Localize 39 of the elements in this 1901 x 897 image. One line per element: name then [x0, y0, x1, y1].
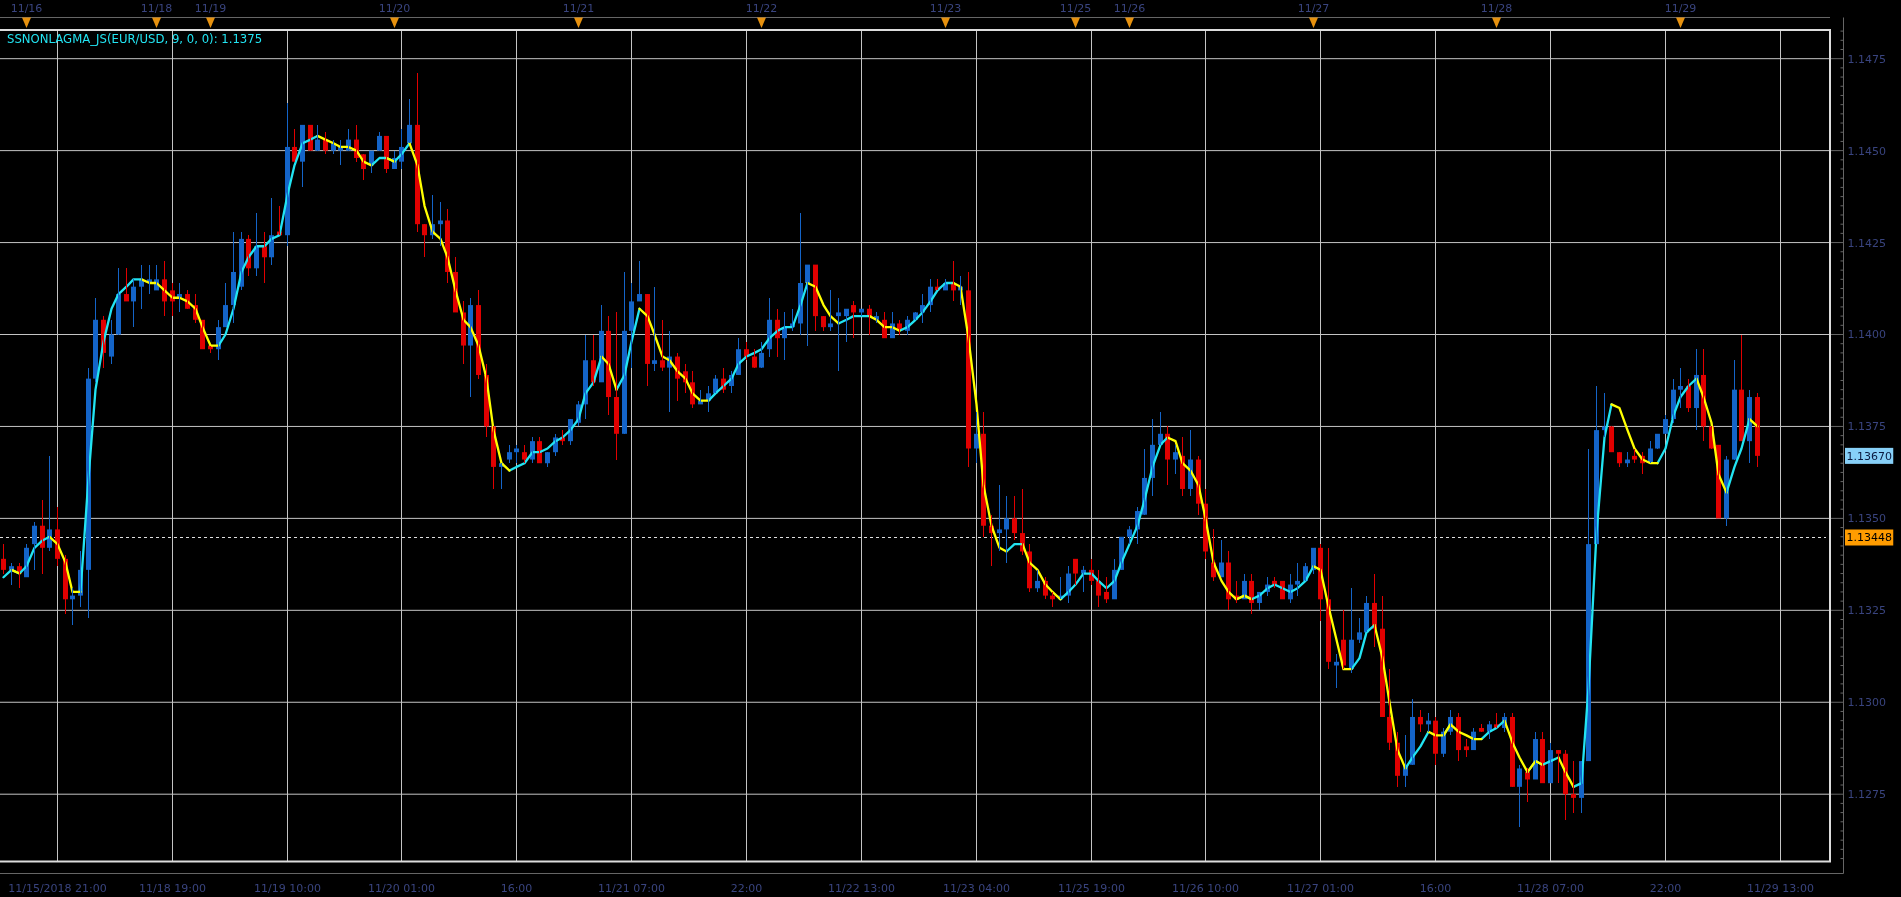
category-label: 11/28: [1480, 1, 1513, 15]
y-tick-label: 1.1425: [1847, 236, 1886, 250]
category-label: 11/22: [745, 1, 778, 15]
y-tick-label: 1.1275: [1847, 788, 1886, 802]
category-label: 11/27: [1297, 1, 1330, 15]
x-tick-label: 11/27 01:00: [1287, 882, 1354, 895]
y-tick-label: 1.1325: [1847, 604, 1886, 618]
category-label: 11/19: [194, 1, 227, 15]
x-tick-label: 11/28 07:00: [1517, 882, 1584, 895]
category-label: 11/18: [140, 1, 173, 15]
x-tick-label: 11/22 13:00: [828, 882, 895, 895]
category-label: 11/25: [1059, 1, 1092, 15]
x-tick-label: 11/29 13:00: [1747, 882, 1814, 895]
category-label: 11/23: [929, 1, 962, 15]
x-tick-label: 11/18 19:00: [139, 882, 206, 895]
y-tick-label: 1.1300: [1847, 696, 1886, 710]
candlestick: [1655, 433, 1660, 450]
x-tick-label: 11/26 10:00: [1172, 882, 1239, 895]
category-label: 11/29: [1664, 1, 1697, 15]
category-label: 11/20: [378, 1, 411, 15]
category-label: 11/26: [1113, 1, 1146, 15]
y-tick-label: 1.1450: [1847, 144, 1886, 158]
x-tick-label: 11/23 04:00: [943, 882, 1010, 895]
category-label: 11/16: [10, 1, 43, 15]
x-tick-label: 11/20 01:00: [368, 882, 435, 895]
category-label: 11/21: [562, 1, 595, 15]
candlestick: [1280, 580, 1285, 600]
x-tick-label: 16:00: [500, 882, 533, 895]
x-tick-label: 11/21 07:00: [598, 882, 665, 895]
x-tick-label: 11/25 19:00: [1058, 882, 1125, 895]
y-tick-label: 1.1475: [1847, 52, 1886, 66]
y-tick-label: 1.1400: [1847, 328, 1886, 342]
x-tick-label: 22:00: [1649, 882, 1682, 895]
y-tick-label: 1.1350: [1847, 512, 1886, 526]
x-tick-label: 16:00: [1419, 882, 1452, 895]
y-tick-label: 1.1375: [1847, 420, 1886, 434]
x-tick-label: 11/15/2018 21:00: [8, 882, 107, 895]
x-tick-label: 11/19 10:00: [254, 882, 321, 895]
x-tick-label: 22:00: [730, 882, 763, 895]
